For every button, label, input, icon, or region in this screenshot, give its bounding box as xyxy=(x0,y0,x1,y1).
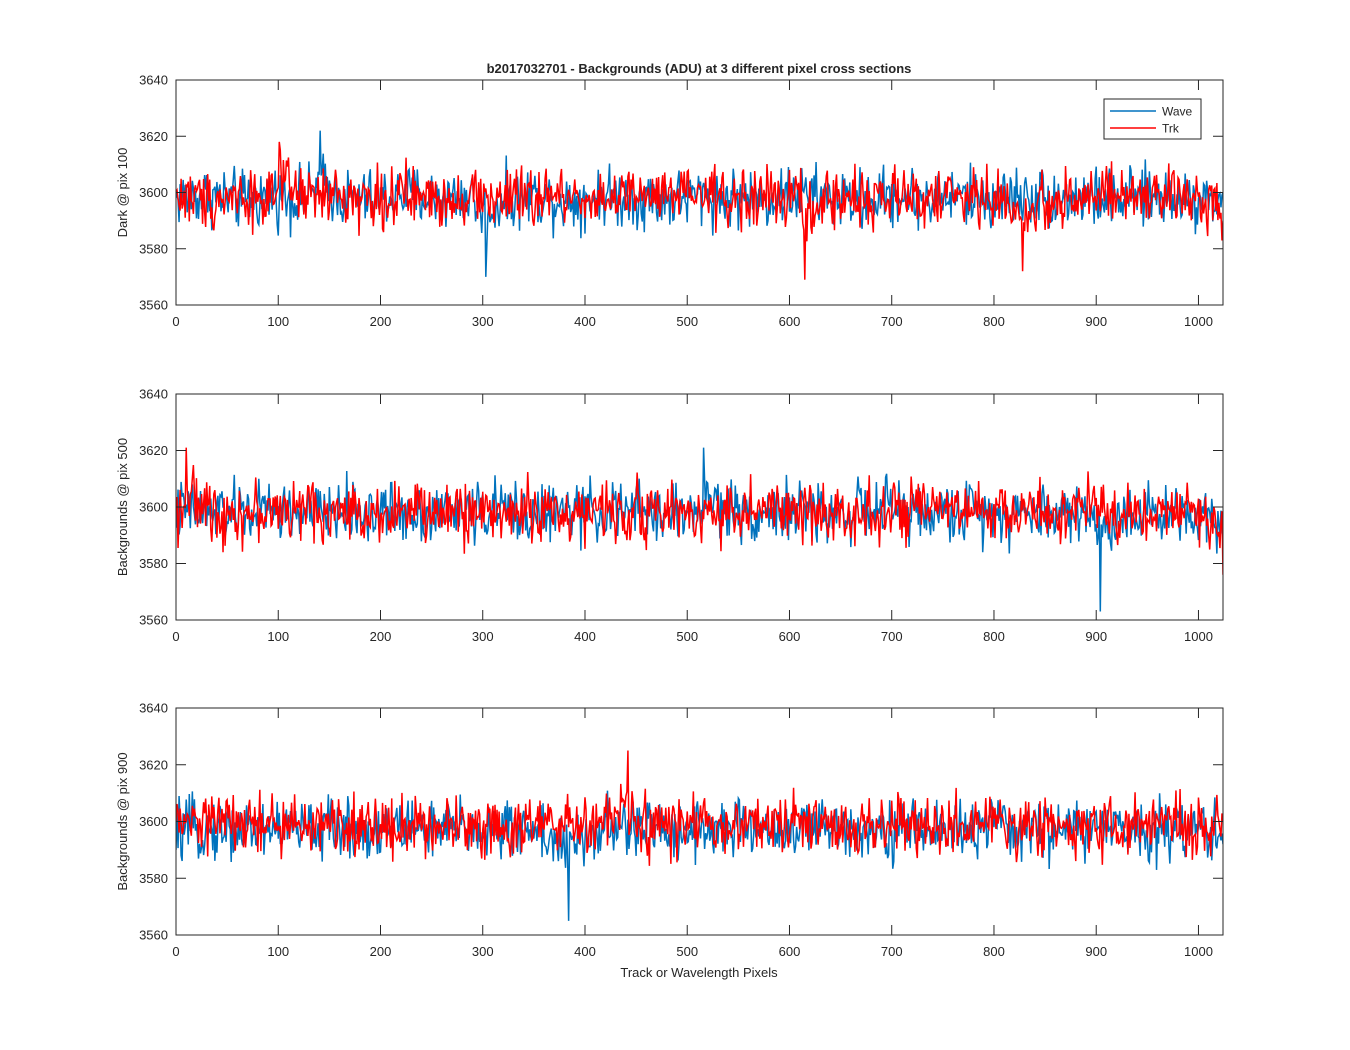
y-tick-label: 3620 xyxy=(139,757,168,772)
y-axis-label: Dark @ pix 100 xyxy=(115,148,130,238)
x-tick-label: 100 xyxy=(267,314,289,329)
legend-label-trk: Trk xyxy=(1162,122,1180,136)
legend-box xyxy=(1103,98,1202,140)
x-tick-label: 500 xyxy=(676,314,698,329)
x-tick-label: 400 xyxy=(574,314,596,329)
y-tick-label: 3640 xyxy=(139,387,168,402)
x-tick-label: 800 xyxy=(983,314,1005,329)
x-tick-label: 600 xyxy=(779,314,801,329)
y-tick-label: 3640 xyxy=(139,73,168,88)
x-tick-label: 0 xyxy=(172,944,179,959)
x-tick-label: 600 xyxy=(779,944,801,959)
y-tick-label: 3580 xyxy=(139,556,168,571)
y-axis-label: Backgrounds @ pix 900 xyxy=(115,752,130,890)
legend-label-wave: Wave xyxy=(1162,105,1193,119)
x-tick-label: 500 xyxy=(676,944,698,959)
x-tick-label: 400 xyxy=(574,944,596,959)
x-tick-label: 900 xyxy=(1085,314,1107,329)
y-tick-label: 3640 xyxy=(139,701,168,716)
x-tick-label: 1000 xyxy=(1184,314,1213,329)
x-tick-label: 200 xyxy=(370,314,392,329)
x-tick-label: 300 xyxy=(472,944,494,959)
y-tick-label: 3620 xyxy=(139,129,168,144)
y-tick-label: 3580 xyxy=(139,871,168,886)
x-tick-label: 300 xyxy=(472,314,494,329)
y-tick-label: 3600 xyxy=(139,500,168,515)
x-tick-label: 0 xyxy=(172,629,179,644)
y-tick-label: 3560 xyxy=(139,928,168,943)
y-tick-label: 3580 xyxy=(139,241,168,256)
series-line-trk xyxy=(176,141,1223,280)
x-tick-label: 700 xyxy=(881,944,903,959)
y-tick-label: 3620 xyxy=(139,443,168,458)
y-tick-label: 3560 xyxy=(139,613,168,628)
y-tick-label: 3600 xyxy=(139,814,168,829)
subplot-2: 0 100 200 300 400 500 600 700 800 900 1000 3560 3580… xyxy=(115,387,1224,644)
x-tick-label: 200 xyxy=(370,944,392,959)
y-tick-label: 3560 xyxy=(139,298,168,313)
x-tick-label: 1000 xyxy=(1184,629,1213,644)
y-axis-label: Backgrounds @ pix 500 xyxy=(115,438,130,576)
x-tick-label: 800 xyxy=(983,629,1005,644)
x-axis-label: Track or Wavelength Pixels xyxy=(620,965,778,980)
figure-title: b2017032701 - Backgrounds (ADU) at 3 dif… xyxy=(487,61,912,76)
subplot-1: 0 100 200 300 400 500 600 700 800 900 1000 3560 3580… xyxy=(115,73,1224,329)
x-tick-label: 0 xyxy=(172,314,179,329)
x-tick-label: 900 xyxy=(1085,629,1107,644)
x-tick-label: 900 xyxy=(1085,944,1107,959)
x-tick-label: 700 xyxy=(881,629,903,644)
x-tick-label: 400 xyxy=(574,629,596,644)
x-tick-label: 100 xyxy=(267,944,289,959)
x-tick-label: 600 xyxy=(779,629,801,644)
legend: Wave Trk xyxy=(1103,98,1202,140)
y-tick-label: 3600 xyxy=(139,185,168,200)
x-tick-label: 800 xyxy=(983,944,1005,959)
x-tick-label: 100 xyxy=(267,629,289,644)
axes-container: 0 100 200 300 400 500 600 700 800 900 100035603580… xyxy=(115,73,1224,959)
x-tick-label: 200 xyxy=(370,629,392,644)
x-tick-label: 700 xyxy=(881,314,903,329)
series-line-trk xyxy=(176,750,1223,866)
x-tick-label: 500 xyxy=(676,629,698,644)
subplot-3: 0 100 200 300 400 500 600 700 800 900 1000 3560 3580… xyxy=(115,701,1224,959)
x-tick-label: 300 xyxy=(472,629,494,644)
series-line-trk xyxy=(176,447,1223,575)
x-tick-label: 1000 xyxy=(1184,944,1213,959)
